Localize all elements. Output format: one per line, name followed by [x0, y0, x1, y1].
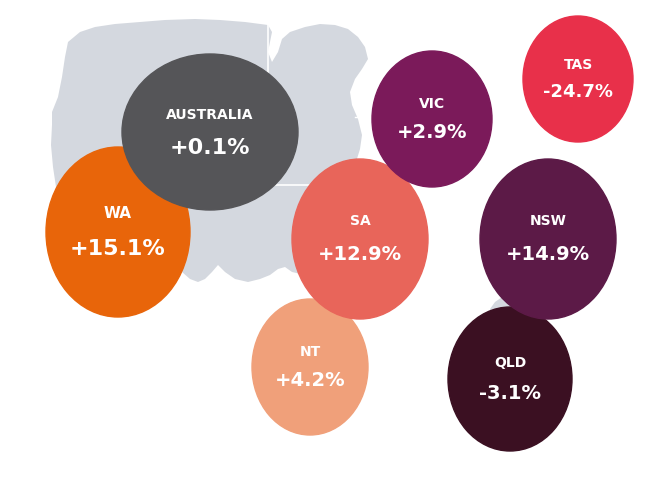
Text: QLD: QLD: [494, 356, 526, 370]
Text: +15.1%: +15.1%: [70, 239, 166, 259]
Text: +0.1%: +0.1%: [170, 138, 251, 158]
Text: +4.2%: +4.2%: [275, 371, 345, 390]
Ellipse shape: [252, 299, 368, 435]
Text: AUSTRALIA: AUSTRALIA: [166, 108, 254, 122]
Polygon shape: [51, 19, 368, 287]
Ellipse shape: [480, 159, 616, 319]
Text: +12.9%: +12.9%: [318, 245, 402, 264]
Text: +2.9%: +2.9%: [397, 123, 467, 142]
Text: TAS: TAS: [563, 58, 593, 72]
Polygon shape: [490, 292, 545, 332]
Ellipse shape: [523, 16, 633, 142]
Text: NT: NT: [299, 345, 321, 359]
Text: WA: WA: [104, 206, 132, 221]
Text: +14.9%: +14.9%: [506, 245, 590, 264]
Text: NSW: NSW: [530, 214, 567, 228]
Text: -3.1%: -3.1%: [479, 384, 541, 403]
Ellipse shape: [122, 54, 298, 210]
Text: SA: SA: [350, 214, 371, 228]
Ellipse shape: [292, 159, 428, 319]
Ellipse shape: [46, 147, 190, 317]
Ellipse shape: [372, 51, 492, 187]
Ellipse shape: [448, 307, 572, 451]
Text: VIC: VIC: [419, 97, 445, 111]
Text: -24.7%: -24.7%: [543, 83, 613, 101]
